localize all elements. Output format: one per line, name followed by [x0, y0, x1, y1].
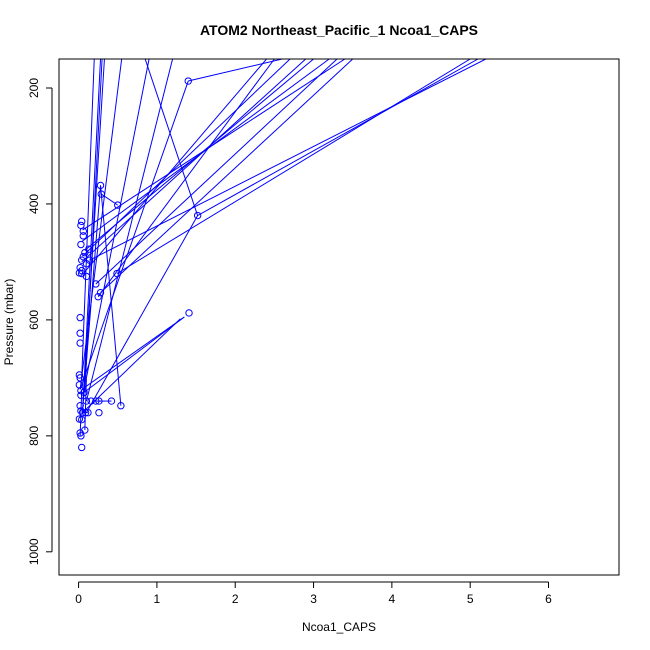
- data-point: [78, 266, 86, 275]
- series-line-segment: [82, 59, 346, 231]
- data-point: [95, 408, 103, 417]
- series-line-segment: [85, 59, 150, 378]
- series-line-segment: [89, 59, 487, 261]
- data-point: [95, 397, 103, 405]
- series-line-segment: [82, 185, 102, 402]
- data-point: [96, 181, 105, 190]
- y-tick-label: 600: [27, 310, 41, 330]
- series-line-segment: [79, 59, 123, 390]
- series-line-segment: [82, 59, 105, 402]
- data-point: [114, 201, 122, 209]
- data-point: [193, 211, 202, 220]
- data-point: [81, 408, 90, 417]
- data-point: [77, 407, 85, 415]
- data-point: [184, 77, 192, 85]
- x-tick-label: 1: [154, 592, 161, 606]
- data-point: [87, 397, 95, 405]
- y-axis-label: Pressure (mbar): [2, 279, 16, 366]
- data-point: [94, 293, 102, 301]
- data-point: [82, 272, 91, 281]
- y-tick-label: 200: [27, 78, 41, 98]
- plot-frame: [58, 58, 620, 576]
- data-point: [79, 253, 87, 261]
- x-tick-label: 4: [389, 592, 396, 606]
- data-point: [76, 374, 84, 382]
- data-point: [79, 227, 87, 235]
- data-point: [113, 269, 121, 278]
- data-point: [76, 313, 84, 322]
- x-tick-label: 6: [545, 592, 552, 606]
- series-line-segment: [83, 316, 185, 393]
- series-line-segment: [81, 59, 95, 378]
- x-tick-label: 5: [467, 592, 474, 606]
- data-point: [76, 402, 84, 410]
- x-tick-label: 2: [232, 592, 239, 606]
- data-point: [117, 402, 125, 410]
- data-point: [77, 240, 85, 249]
- data-point: [81, 248, 89, 257]
- data-point: [77, 432, 85, 440]
- data-point: [96, 288, 105, 297]
- series-line-segment: [79, 389, 83, 436]
- data-point: [78, 256, 86, 264]
- data-point: [82, 397, 91, 405]
- chart-title: ATOM2 Northeast_Pacific_1 Ncoa1_CAPS: [200, 22, 478, 38]
- data-point: [78, 217, 86, 226]
- x-tick-label: 0: [75, 592, 82, 606]
- y-tick-label: 800: [27, 426, 41, 446]
- series-line-segment: [81, 59, 102, 413]
- data-point: [76, 339, 84, 347]
- series-line-segment: [100, 185, 122, 406]
- series-line-segment: [85, 215, 199, 413]
- x-tick-label: 3: [310, 592, 317, 606]
- y-tick-label: 1000: [27, 538, 41, 565]
- data-point: [92, 280, 100, 288]
- data-point: [82, 259, 91, 268]
- series-line-segment: [95, 59, 338, 285]
- data-point: [107, 397, 116, 405]
- data-point: [78, 443, 86, 452]
- data-point: [76, 329, 84, 337]
- data-point: [75, 371, 84, 379]
- series-line-segment: [82, 59, 267, 274]
- series-line-segment: [81, 316, 185, 390]
- series-line-segment: [79, 80, 189, 390]
- series-line-segment: [100, 59, 354, 294]
- data-point: [76, 429, 84, 437]
- series-line-segment: [188, 59, 283, 82]
- series-line-segment: [197, 59, 479, 216]
- data-point: [97, 190, 105, 198]
- y-tick-label: 400: [27, 194, 41, 214]
- data-point: [78, 408, 87, 417]
- series-line-segment: [81, 59, 307, 263]
- data-point: [92, 397, 100, 405]
- data-point: [78, 415, 86, 424]
- data-point: [84, 408, 92, 417]
- y-axis: 200 400 600 800 1000: [27, 78, 53, 565]
- x-axis-label: Ncoa1_CAPS: [302, 620, 376, 634]
- series-line-segment: [116, 59, 471, 274]
- series-line-segment: [85, 59, 174, 402]
- series-line-segment: [97, 59, 275, 298]
- series-line-segment: [82, 318, 181, 414]
- data-point: [77, 391, 85, 399]
- x-axis: 0 1 2 3 4 5 6: [75, 581, 552, 606]
- data-point: [185, 309, 193, 317]
- data-point: [79, 232, 87, 240]
- series-line-segment: [144, 59, 199, 216]
